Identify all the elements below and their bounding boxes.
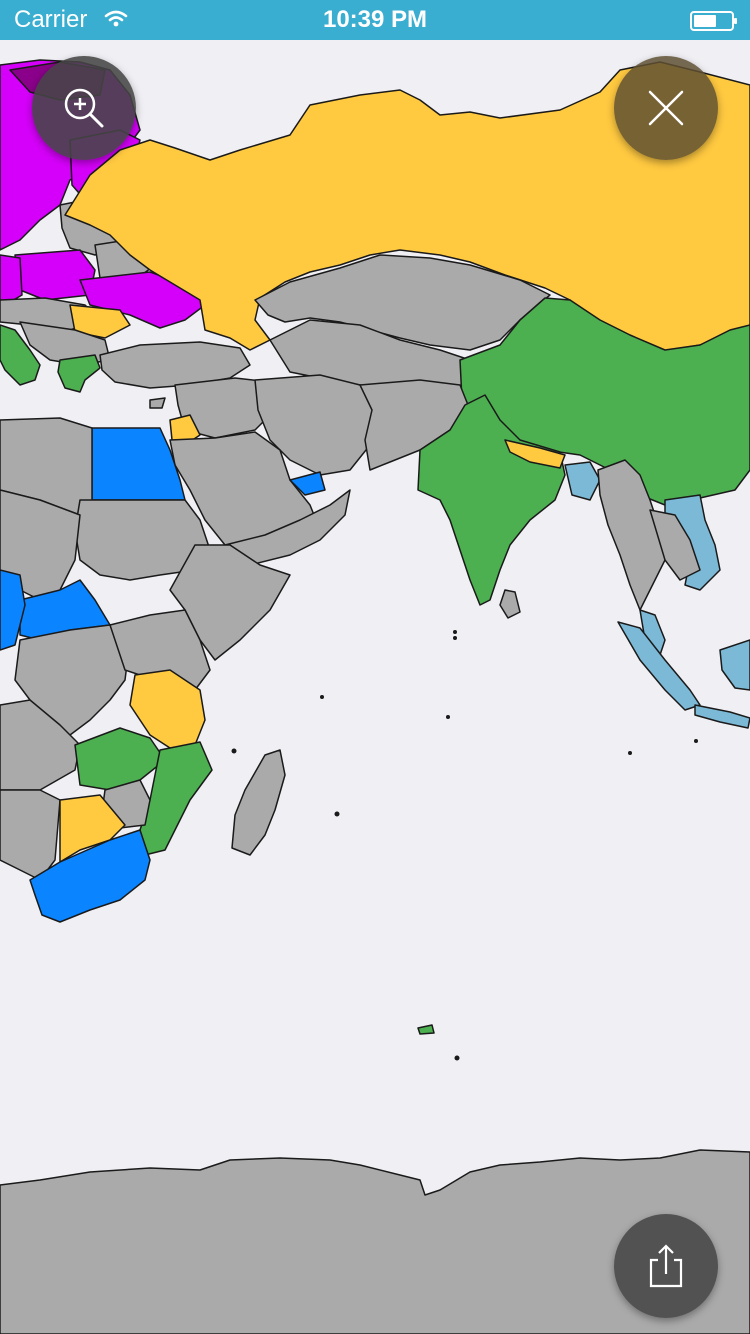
region-bangladesh[interactable]: [564, 461, 601, 501]
region-germany[interactable]: [0, 254, 23, 306]
region-kerguelen[interactable]: [417, 1024, 435, 1035]
clock: 10:39 PM: [322, 6, 428, 33]
region-south-africa[interactable]: [29, 829, 151, 923]
region-cyprus[interactable]: [149, 397, 166, 409]
region-zambia[interactable]: [74, 727, 166, 791]
island-marker: [334, 811, 340, 817]
region-ethiopia-somalia[interactable]: [169, 544, 291, 661]
island-marker: [320, 695, 324, 699]
world-map[interactable]: [0, 40, 750, 1334]
region-sudan[interactable]: [74, 499, 211, 581]
wifi-icon: [104, 9, 128, 34]
region-greece[interactable]: [57, 354, 101, 393]
close-button[interactable]: [614, 56, 718, 160]
battery-icon: [690, 10, 740, 37]
region-sumatra[interactable]: [617, 621, 701, 711]
region-iran[interactable]: [254, 374, 376, 476]
island-marker: [454, 1055, 460, 1061]
share-icon: [649, 1244, 683, 1288]
carrier-label: Carrier: [14, 6, 88, 33]
region-madagascar[interactable]: [231, 749, 286, 856]
region-uae[interactable]: [289, 471, 326, 496]
status-bar: Carrier 10:39 PM: [0, 0, 750, 40]
region-java[interactable]: [694, 704, 750, 729]
region-congo[interactable]: [14, 624, 131, 736]
region-italy[interactable]: [0, 324, 41, 386]
region-indochina[interactable]: [649, 509, 701, 581]
region-namibia[interactable]: [0, 789, 61, 881]
region-nepal[interactable]: [504, 439, 566, 469]
island-marker: [453, 630, 457, 634]
region-sri-lanka[interactable]: [499, 589, 521, 619]
region-antarctica[interactable]: [0, 1149, 750, 1334]
region-kazakhstan[interactable]: [254, 254, 551, 351]
region-east-africa[interactable]: [109, 609, 211, 691]
island-marker: [628, 751, 632, 755]
share-button[interactable]: [614, 1214, 718, 1318]
region-syria-iraq[interactable]: [174, 377, 276, 439]
region-romania[interactable]: [69, 304, 131, 339]
region-borneo[interactable]: [719, 639, 750, 691]
island-marker: [231, 748, 237, 754]
island-marker: [446, 715, 450, 719]
region-myanmar-thailand[interactable]: [597, 459, 666, 611]
region-cameroon[interactable]: [0, 569, 26, 651]
island-marker: [694, 739, 698, 743]
zoom-in-icon: [64, 88, 104, 128]
region-egypt[interactable]: [91, 427, 186, 501]
island-marker: [453, 636, 457, 640]
zoom-button[interactable]: [32, 56, 136, 160]
region-poland[interactable]: [14, 249, 96, 301]
region-oman-yemen[interactable]: [224, 489, 351, 566]
close-icon: [648, 90, 684, 126]
